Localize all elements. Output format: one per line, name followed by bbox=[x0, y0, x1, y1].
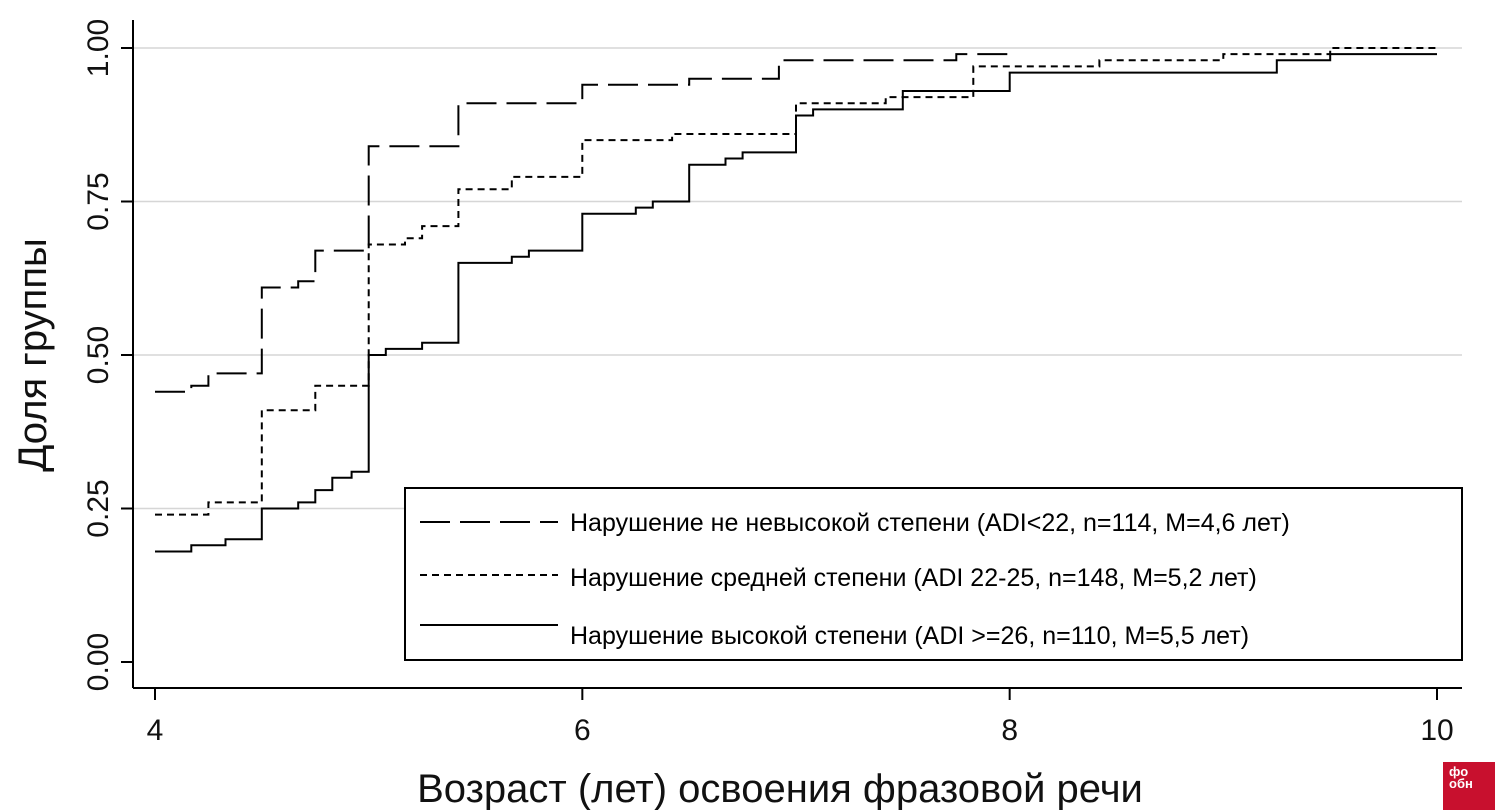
x-tick-label: 4 bbox=[147, 714, 164, 747]
x-axis-label: Возраст (лет) освоения фразовой речи bbox=[417, 767, 1143, 810]
x-ticks: 4 6 8 10 bbox=[147, 688, 1454, 747]
series-lines bbox=[155, 47, 1437, 553]
legend-label-high: Нарушение высокой степени (ADI >=26, n=1… bbox=[570, 622, 1249, 650]
legend-label-low: Нарушение не невысокой степени (ADI<22, … bbox=[570, 509, 1290, 537]
x-tick-label: 8 bbox=[1001, 714, 1018, 747]
grid-lines bbox=[133, 47, 1462, 510]
series-line-short-dash bbox=[155, 47, 1437, 516]
series-line-long-dash bbox=[155, 48, 1011, 393]
legend: Нарушение не невысокой степени (ADI<22, … bbox=[404, 487, 1463, 661]
legend-label-medium: Нарушение средней степени (ADI 22-25, n=… bbox=[570, 564, 1257, 592]
y-tick-label: 0.75 bbox=[82, 172, 115, 230]
x-tick-label: 6 bbox=[574, 714, 591, 747]
y-tick-label: 1.00 bbox=[82, 19, 115, 77]
legend-box bbox=[404, 487, 1463, 661]
series-line-solid bbox=[155, 53, 1437, 553]
y-axis-label: Доля группы bbox=[11, 238, 55, 471]
y-tick-label: 0.00 bbox=[82, 633, 115, 691]
y-ticks: 0.00 0.25 0.50 0.75 1.00 bbox=[82, 19, 133, 691]
logo: фо обн bbox=[1443, 762, 1495, 810]
y-tick-label: 0.25 bbox=[82, 479, 115, 537]
x-tick-label: 10 bbox=[1420, 714, 1453, 747]
y-tick-label: 0.50 bbox=[82, 326, 115, 384]
